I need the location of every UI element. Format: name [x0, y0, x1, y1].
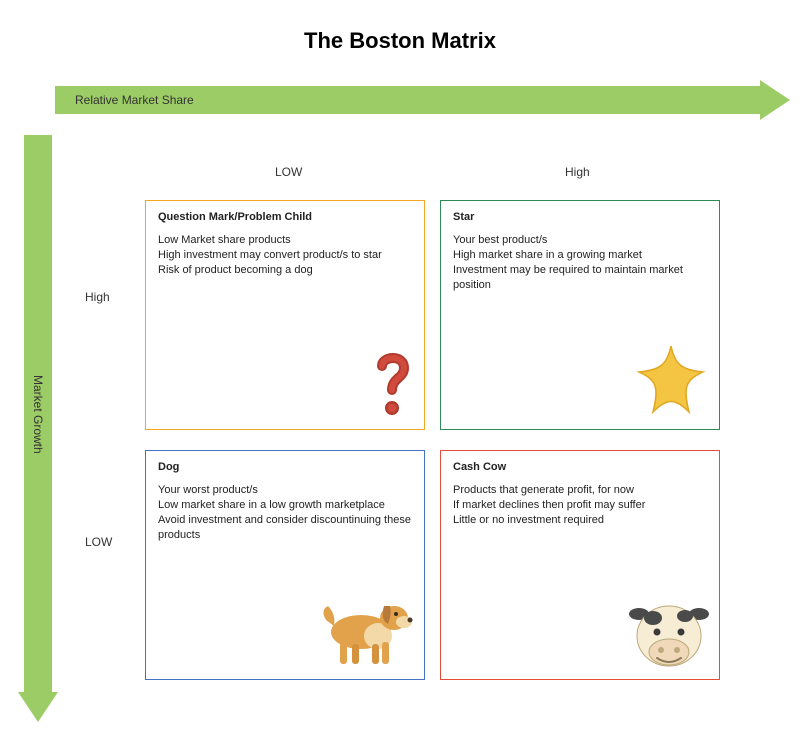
- quadrant-line: If market declines then profit may suffe…: [453, 498, 707, 513]
- horizontal-axis-label: Relative Market Share: [75, 93, 194, 107]
- quadrant-cash-cow: Cash Cow Products that generate profit, …: [440, 450, 720, 680]
- quadrant-line: Risk of product becoming a dog: [158, 263, 412, 278]
- quadrant-title: Dog: [158, 461, 412, 473]
- quadrant-line: Little or no investment required: [453, 513, 707, 528]
- quadrant-line: High investment may convert product/s to…: [158, 248, 412, 263]
- row-label-low: LOW: [85, 535, 112, 549]
- quadrant-line: Investment may be required to maintain m…: [453, 263, 707, 293]
- vertical-arrow-head: [18, 692, 58, 722]
- quadrant-title: Cash Cow: [453, 461, 707, 473]
- vertical-axis-label: Market Growth: [31, 375, 45, 454]
- page-title: The Boston Matrix: [0, 28, 800, 54]
- horizontal-arrow-head: [760, 80, 790, 120]
- vertical-axis-bar: Market Growth: [24, 135, 52, 694]
- quadrant-question-mark: Question Mark/Problem Child Low Market s…: [145, 200, 425, 430]
- quadrant-line: Avoid investment and consider discountin…: [158, 513, 412, 543]
- row-label-high: High: [85, 290, 110, 304]
- cow-icon: [627, 596, 711, 673]
- quadrant-line: Low market share in a low growth marketp…: [158, 498, 412, 513]
- quadrant-title: Question Mark/Problem Child: [158, 211, 412, 223]
- horizontal-axis-bar: Relative Market Share: [55, 86, 762, 114]
- quadrant-line: Products that generate profit, for now: [453, 483, 707, 498]
- dog-icon: [316, 592, 416, 673]
- column-label-high: High: [565, 165, 590, 179]
- quadrant-line: Your worst product/s: [158, 483, 412, 498]
- vertical-axis-arrow: Market Growth: [18, 135, 58, 722]
- quadrant-dog: Dog Your worst product/s Low market shar…: [145, 450, 425, 680]
- quadrant-line: Your best product/s: [453, 233, 707, 248]
- quadrant-star: Star Your best product/s High market sha…: [440, 200, 720, 430]
- quadrant-line: High market share in a growing market: [453, 248, 707, 263]
- question-mark-icon: [370, 350, 416, 423]
- star-icon: [631, 342, 711, 423]
- quadrant-title: Star: [453, 211, 707, 223]
- horizontal-axis-arrow: Relative Market Share: [55, 80, 790, 120]
- column-label-low: LOW: [275, 165, 302, 179]
- quadrant-line: Low Market share products: [158, 233, 412, 248]
